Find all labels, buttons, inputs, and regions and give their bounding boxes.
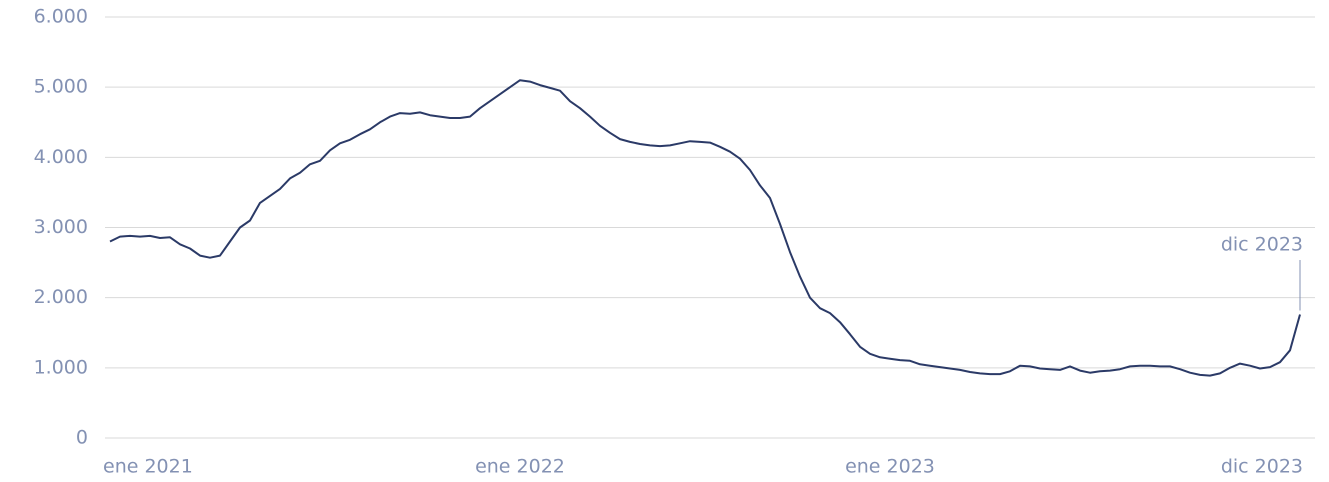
y-tick-label: 0 xyxy=(76,427,88,449)
x-tick-label: ene 2022 xyxy=(475,456,565,478)
y-tick-label: 5.000 xyxy=(34,76,88,98)
y-tick-label: 4.000 xyxy=(34,146,88,168)
annotation: dic 2023 xyxy=(1221,234,1303,256)
line xyxy=(109,79,1301,377)
y-tick-label: 2.000 xyxy=(34,286,88,308)
y-tick-label: 3.000 xyxy=(34,216,88,238)
x-tick-label: ene 2021 xyxy=(103,456,193,478)
x-tick-label: dic 2023 xyxy=(1221,456,1303,478)
x-tick-label: ene 2023 xyxy=(845,456,935,478)
y-tick-label: 6.000 xyxy=(34,6,88,28)
y-tick-label: 1.000 xyxy=(34,356,88,378)
